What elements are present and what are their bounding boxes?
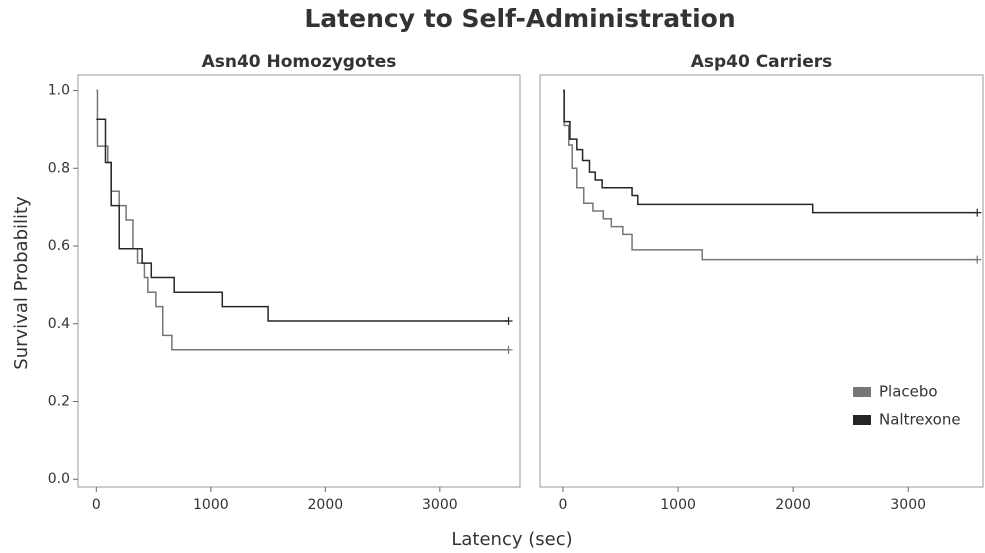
y-tick-label: 0.2 <box>48 393 70 409</box>
y-tick-label: 1.0 <box>48 83 70 99</box>
legend-label: Naltrexone <box>879 411 961 429</box>
survival-line <box>563 89 978 261</box>
survival-line <box>96 89 509 351</box>
legend-swatch <box>853 387 871 397</box>
x-tick-label: 0 <box>92 497 101 513</box>
y-tick-label: 0.4 <box>48 316 70 332</box>
legend-label: Placebo <box>879 383 938 401</box>
survival-line <box>563 89 978 214</box>
panel-title: Asn40 Homozygotes <box>202 52 397 72</box>
censor-mark <box>973 255 982 264</box>
survival-line <box>96 118 509 322</box>
y-axis-label: Survival Probability <box>11 196 32 370</box>
x-tick-label: 2000 <box>308 497 344 513</box>
x-tick-label: 2000 <box>775 497 811 513</box>
x-tick-label: 1000 <box>193 497 229 513</box>
x-axis-label: Latency (sec) <box>451 529 572 550</box>
plot-frame <box>539 74 984 488</box>
y-tick-label: 0.0 <box>48 471 70 487</box>
x-tick-label: 0 <box>559 497 568 513</box>
panel-title: Asp40 Carriers <box>691 52 833 72</box>
x-tick-label: 3000 <box>422 497 458 513</box>
x-tick-label: 3000 <box>890 497 926 513</box>
chart-title: Latency to Self-Administration <box>304 4 735 33</box>
censor-mark <box>504 317 513 326</box>
legend-swatch <box>853 415 871 425</box>
censor-mark <box>973 208 982 217</box>
plot-frame <box>77 74 521 488</box>
x-tick-label: 1000 <box>660 497 696 513</box>
y-tick-label: 0.6 <box>48 238 70 254</box>
y-tick-label: 0.8 <box>48 160 70 176</box>
censor-mark <box>504 345 513 354</box>
